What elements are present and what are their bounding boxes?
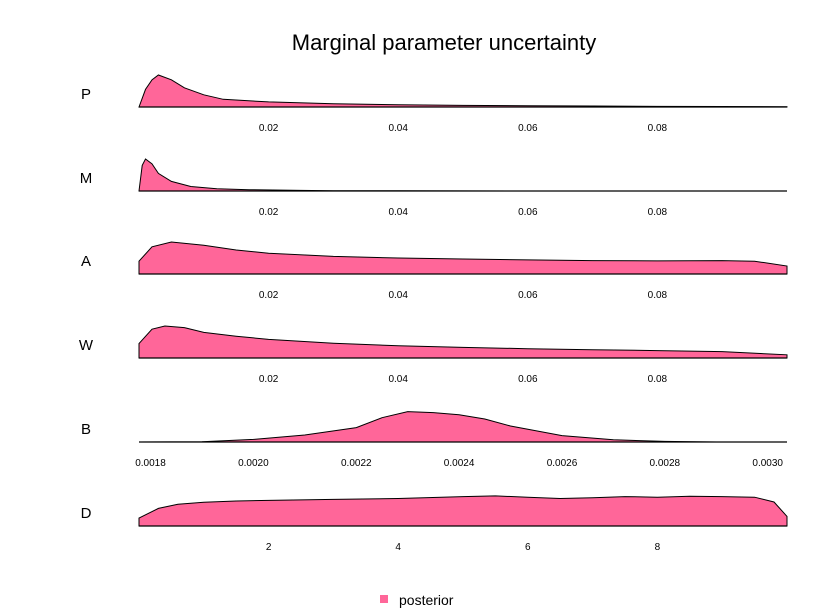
density-area-d bbox=[138, 495, 788, 527]
panel-label-p: P bbox=[81, 86, 91, 103]
panel-m: M 0.02 0.04 0.06 0.08 bbox=[80, 158, 787, 218]
panel-p: P 0.02 0.04 0.06 0.08 bbox=[81, 74, 788, 134]
panel-label-b: B bbox=[81, 421, 91, 438]
legend: posterior bbox=[380, 592, 454, 608]
tick-label: 0.0024 bbox=[444, 458, 475, 469]
tick-label: 2 bbox=[266, 542, 272, 553]
tick-label: 0.04 bbox=[388, 290, 408, 301]
density-area-m bbox=[138, 158, 787, 192]
tick-label: 0.04 bbox=[388, 207, 408, 218]
tick-label: 0.06 bbox=[518, 290, 538, 301]
density-area-p bbox=[138, 74, 788, 108]
tick-label: 0.0020 bbox=[238, 458, 269, 469]
panel-label-w: W bbox=[79, 337, 94, 354]
tick-label: 6 bbox=[525, 542, 531, 553]
tick-label: 0.04 bbox=[388, 374, 408, 385]
panel-w: W 0.02 0.04 0.06 0.08 bbox=[79, 325, 788, 385]
density-area-b bbox=[138, 411, 787, 443]
tick-label: 0.06 bbox=[518, 207, 538, 218]
chart-title: Marginal parameter uncertainty bbox=[292, 30, 596, 55]
tick-label: 0.04 bbox=[388, 123, 408, 134]
legend-swatch bbox=[380, 595, 388, 603]
tick-label: 0.06 bbox=[518, 374, 538, 385]
tick-label: 0.0026 bbox=[547, 458, 578, 469]
tick-label: 0.0028 bbox=[650, 458, 681, 469]
panel-label-d: D bbox=[81, 505, 92, 522]
tick-label: 0.06 bbox=[518, 123, 538, 134]
tick-label: 0.08 bbox=[648, 123, 668, 134]
tick-label: 0.02 bbox=[259, 290, 279, 301]
density-panels: P 0.02 0.04 0.06 0.08 M 0.02 0.04 0.06 0.08 A 0.02 0… bbox=[79, 74, 788, 553]
tick-label: 0.0030 bbox=[752, 458, 783, 469]
tick-label: 0.0022 bbox=[341, 458, 372, 469]
tick-label: 0.08 bbox=[648, 374, 668, 385]
tick-label: 0.02 bbox=[259, 207, 279, 218]
tick-label: 4 bbox=[395, 542, 401, 553]
panel-label-m: M bbox=[80, 170, 93, 187]
panel-d: D 2 4 6 8 bbox=[81, 495, 788, 553]
tick-label: 8 bbox=[655, 542, 661, 553]
tick-label: 0.08 bbox=[648, 207, 668, 218]
tick-label: 0.08 bbox=[648, 290, 668, 301]
panel-label-a: A bbox=[81, 253, 91, 270]
density-area-a bbox=[138, 241, 788, 275]
density-area-w bbox=[138, 325, 788, 359]
tick-label: 0.02 bbox=[259, 374, 279, 385]
panel-b: B 0.0018 0.0020 0.0022 0.0024 0.0026 0.0028 0.0… bbox=[81, 411, 787, 469]
tick-label: 0.0018 bbox=[135, 458, 166, 469]
legend-label: posterior bbox=[399, 592, 454, 608]
panel-a: A 0.02 0.04 0.06 0.08 bbox=[81, 241, 788, 301]
tick-label: 0.02 bbox=[259, 123, 279, 134]
